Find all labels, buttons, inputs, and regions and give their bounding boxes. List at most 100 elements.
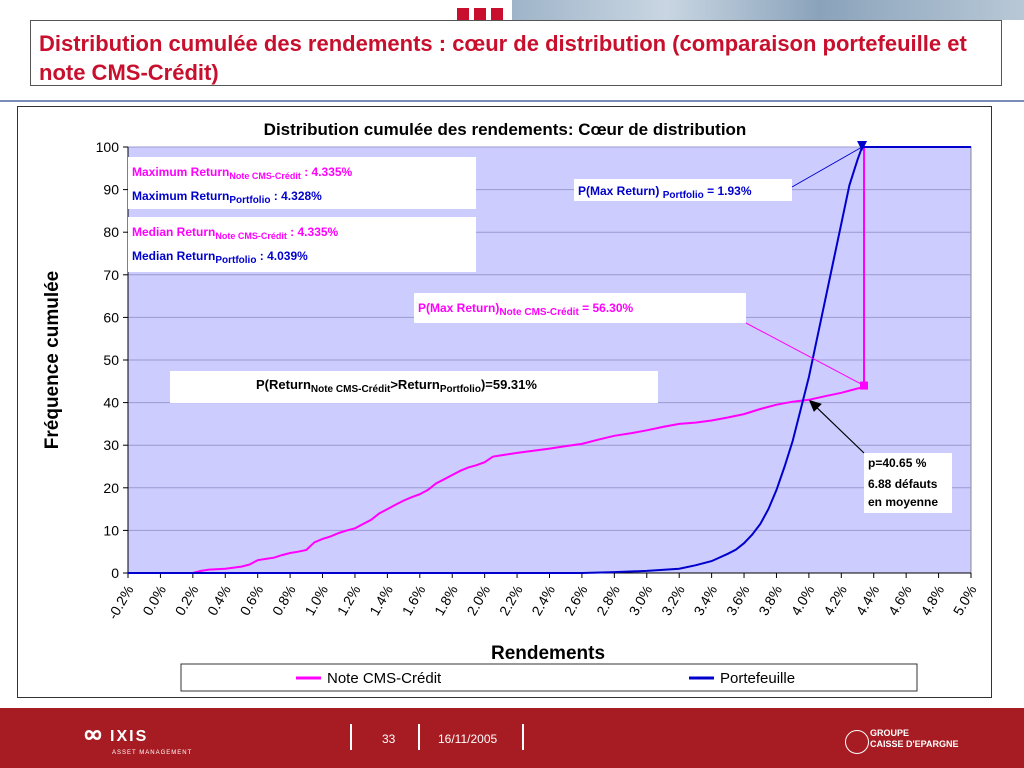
y-tick-label: 10	[103, 522, 119, 538]
annotation-pmax-portfolio: P(Max Return) Portfolio = 1.93%	[574, 179, 792, 201]
pret-a-sub: Note CMS-Crédit	[311, 384, 391, 395]
footer-bar: IXIS ASSET MANAGEMENT 33 16/11/2005 GROU…	[0, 708, 1024, 768]
x-tick-label: -0.2%	[104, 583, 136, 623]
max-note-prefix: Maximum Return	[132, 165, 229, 179]
svg-text:P(Max Return)Note CMS-Crédit =: P(Max Return)Note CMS-Crédit = 56.30%	[418, 301, 634, 318]
legend-label-note: Note CMS-Crédit	[327, 670, 442, 687]
x-tick-label: 1.0%	[301, 583, 331, 619]
max-note-sub: Note CMS-Crédit	[229, 171, 301, 181]
pret-b-sub: Portfolio	[440, 384, 481, 395]
chart-svg: Distribution cumulée des rendements: Cœu…	[42, 120, 980, 692]
banner-square	[457, 8, 469, 20]
y-tick-label: 40	[103, 395, 119, 411]
y-tick-label: 0	[111, 565, 119, 581]
max-port-val: : 4.328%	[270, 189, 322, 203]
annotation-arrows	[745, 146, 865, 454]
x-tick-label: 1.2%	[334, 583, 364, 619]
annotation-prob-return: P(ReturnNote CMS-Crédit>ReturnPortfolio)…	[170, 371, 658, 403]
max-note-val: : 4.335%	[301, 165, 353, 179]
arrow-p-value	[812, 403, 865, 454]
legend-label-portfolio: Portefeuille	[720, 670, 795, 687]
med-port-val: : 4.039%	[256, 249, 308, 263]
x-tick-label: 4.4%	[853, 583, 883, 619]
pmax-note-sub: Note CMS-Crédit	[499, 307, 579, 318]
pmax-port-prefix: P(Max Return)	[578, 184, 663, 198]
infinity-logo-icon	[84, 730, 102, 740]
x-tick-label: 1.4%	[366, 583, 396, 619]
banner-square	[474, 8, 486, 20]
legend-box	[180, 663, 918, 692]
y-tick-label: 90	[103, 182, 119, 198]
x-tick-label: 2.8%	[593, 583, 623, 619]
med-note-sub: Note CMS-Crédit	[215, 231, 287, 241]
x-tick-label: 3.4%	[690, 583, 720, 619]
chart-title: Distribution cumulée des rendements: Cœu…	[264, 120, 747, 139]
footer-divider	[350, 724, 352, 750]
y-tick-label: 60	[103, 309, 119, 325]
arrow-head-p-value	[808, 399, 822, 412]
x-tick-label: 0.4%	[204, 583, 234, 619]
x-tick-label: 2.4%	[528, 583, 558, 619]
series-line-note	[128, 146, 971, 574]
top-banner	[0, 0, 1024, 20]
banner-photo	[512, 0, 1024, 20]
squirrel-logo-icon	[845, 730, 869, 754]
pmax-note-val: = 56.30%	[579, 301, 634, 315]
x-tick-label: 1.8%	[431, 583, 461, 619]
svg-text:Median ReturnNote CMS-Crédit :: Median ReturnNote CMS-Crédit : 4.335%	[132, 225, 339, 241]
x-tick-label: 3.6%	[723, 583, 753, 619]
svg-text:Maximum ReturnPortfolio : 4.32: Maximum ReturnPortfolio : 4.328%	[132, 189, 322, 206]
x-tick-label: 4.0%	[788, 583, 818, 619]
chart-frame: Distribution cumulée des rendements: Cœu…	[17, 106, 992, 698]
annotation-pmax-note: P(Max Return)Note CMS-Crédit = 56.30%	[414, 293, 746, 323]
footer-divider	[418, 724, 420, 750]
x-axis-label: Rendements	[491, 643, 605, 664]
logo-subtitle: ASSET MANAGEMENT	[112, 750, 193, 756]
med-port-prefix: Median Return	[132, 249, 215, 263]
med-note-prefix: Median Return	[132, 225, 215, 239]
marker-portfolio-max	[857, 141, 868, 151]
annotation-median-return: Median ReturnNote CMS-Crédit : 4.335% Me…	[128, 217, 476, 272]
y-tick-label: 20	[103, 480, 119, 496]
banner-square	[491, 8, 503, 20]
annotation-p-value: p=40.65 % 6.88 défauts en moyenne	[864, 453, 952, 513]
slide-title-box: Distribution cumulée des rendements : cœ…	[30, 20, 1002, 86]
y-tick-label: 30	[103, 437, 119, 453]
x-tick-label: 0.2%	[172, 583, 202, 619]
max-port-prefix: Maximum Return	[132, 189, 229, 203]
x-tick-label: 3.0%	[626, 583, 656, 619]
pret-c: )=59.31%	[481, 377, 537, 392]
x-tick-label: 1.6%	[399, 583, 429, 619]
connector-pmax-portfolio	[791, 146, 863, 188]
max-port-sub: Portfolio	[229, 195, 270, 206]
y-tick-label: 50	[103, 352, 119, 368]
x-tick-label: 2.6%	[561, 583, 591, 619]
y-tick-label: 80	[103, 224, 119, 240]
group-label: GROUPE	[870, 728, 910, 738]
p-line1: p=40.65 %	[868, 456, 927, 470]
slide-title: Distribution cumulée des rendements : cœ…	[39, 31, 967, 85]
pret-b: >Return	[390, 377, 440, 392]
x-tick-label: 0.6%	[236, 583, 266, 619]
pmax-note-prefix: P(Max Return)	[418, 301, 499, 315]
med-port-sub: Portfolio	[215, 255, 256, 266]
svg-text:P(ReturnNote CMS-Crédit>Return: P(ReturnNote CMS-Crédit>ReturnPortfolio)…	[256, 377, 537, 395]
x-tick-label: 4.2%	[820, 583, 850, 619]
y-tick-label: 70	[103, 267, 119, 283]
med-note-val: : 4.335%	[287, 225, 339, 239]
x-axis: -0.2% 0.0% 0.2% 0.4% 0.6% 0.8% 1.0% 1.2% 1.4% 1.6…	[104, 572, 980, 623]
y-tick-label: 100	[96, 139, 120, 155]
p-line2: 6.88 défauts	[868, 477, 938, 491]
series-line-portfolio	[128, 146, 971, 574]
x-tick-label: 3.2%	[658, 583, 688, 619]
slide-date: 16/11/2005	[438, 732, 498, 746]
svg-text:Median ReturnPortfolio : 4.039: Median ReturnPortfolio : 4.039%	[132, 249, 308, 266]
svg-text:Maximum ReturnNote CMS-Crédit: Maximum ReturnNote CMS-Crédit : 4.335%	[132, 165, 353, 181]
pmax-port-val: = 1.93%	[704, 184, 752, 198]
pret-a: P(Return	[256, 377, 311, 392]
y-axis: 0 10 20 30 40 50 60 70 80 90 100	[96, 139, 129, 581]
page-number: 33	[382, 732, 396, 746]
x-tick-label: 0.8%	[269, 583, 299, 619]
x-tick-label: 4.6%	[885, 583, 915, 619]
logo-ixis: IXIS	[110, 728, 149, 745]
